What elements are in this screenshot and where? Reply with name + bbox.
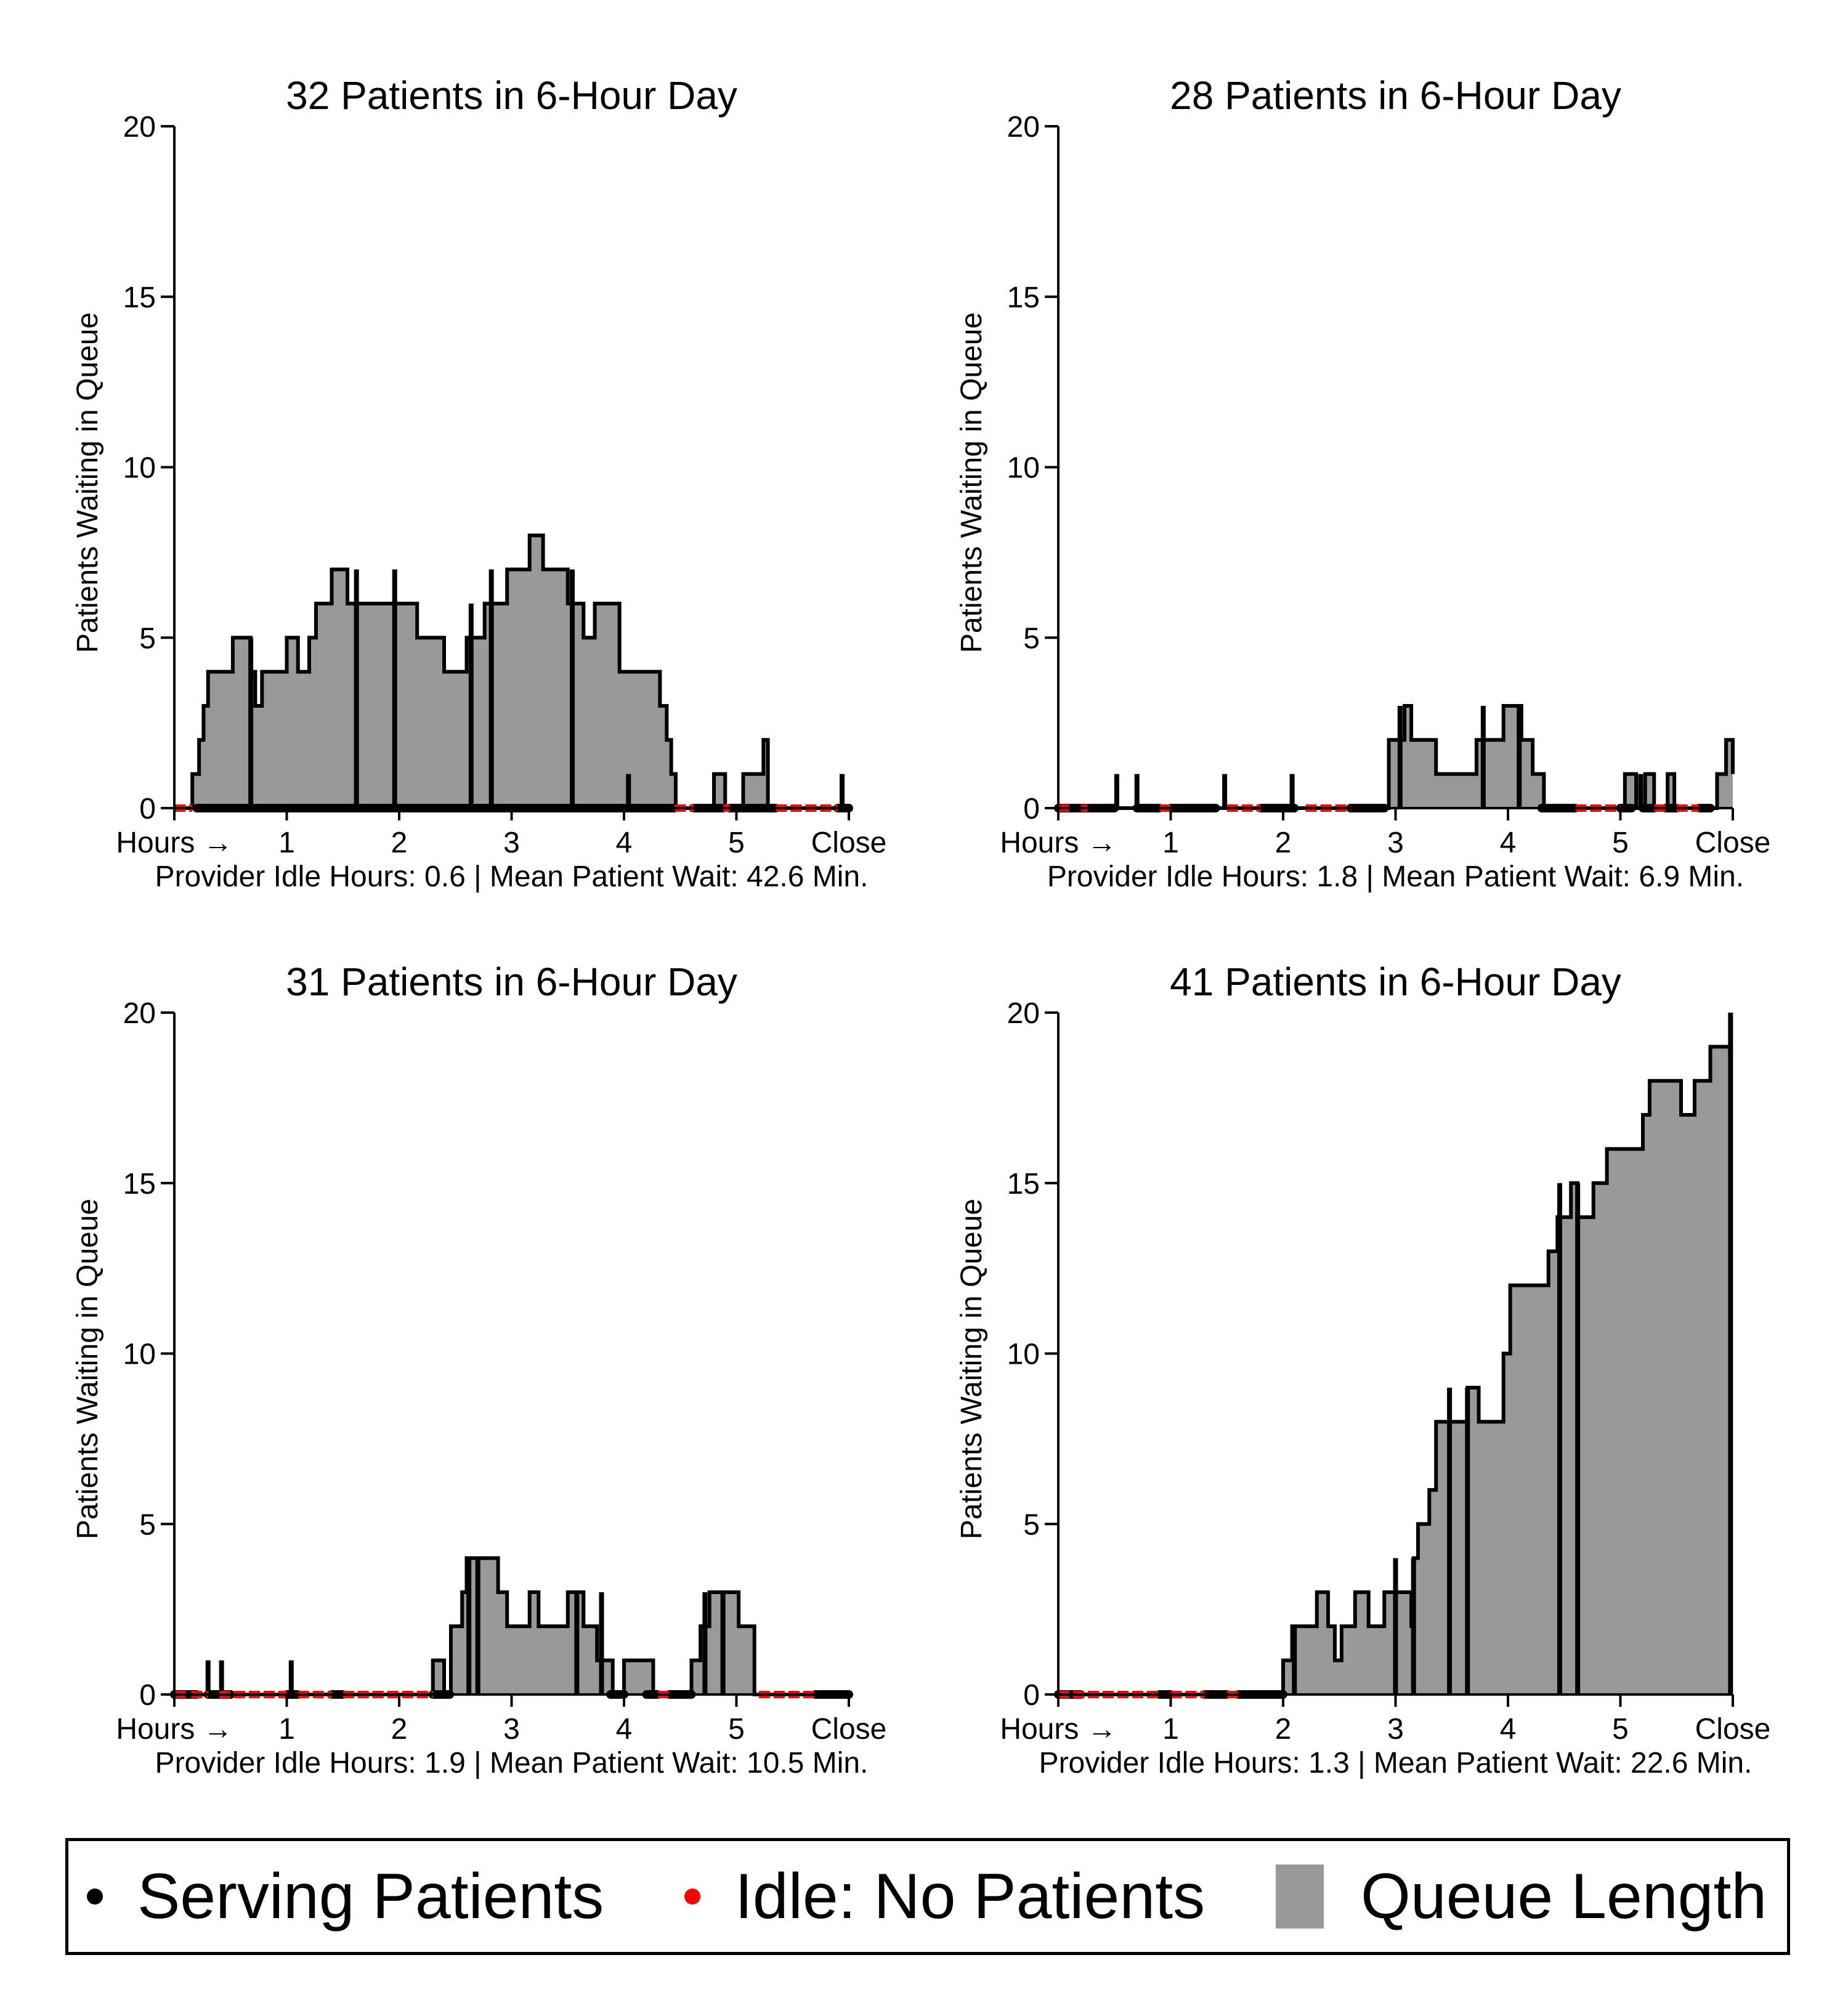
x-tick-label: 2 — [391, 827, 408, 859]
y-tick-label: 15 — [1007, 281, 1040, 314]
x-tick-label: Hours → — [116, 827, 232, 859]
legend-item-idle: Idle: No Patients — [684, 1841, 1205, 1952]
legend-label-idle: Idle: No Patients — [735, 1861, 1206, 1932]
y-tick-label: 0 — [1023, 793, 1040, 825]
y-tick-label: 10 — [123, 452, 156, 485]
x-tick-label: Hours → — [1000, 1713, 1116, 1746]
x-tick-label: 3 — [1387, 827, 1404, 859]
stats-footer: Provider Idle Hours: 1.9 | Mean Patient … — [155, 1747, 869, 1779]
x-tick-label: Hours → — [116, 1713, 232, 1746]
x-tick-label: 5 — [1612, 827, 1629, 859]
chart-title: 41 Patients in 6-Hour Day — [1170, 960, 1621, 1004]
y-tick-label: 20 — [123, 997, 156, 1030]
queue-area — [174, 535, 849, 808]
legend-label-queue: Queue Length — [1361, 1861, 1767, 1932]
x-tick-label: Close — [811, 1713, 887, 1746]
legend-item-serving: Serving Patients — [87, 1841, 604, 1952]
x-tick-label: 1 — [1162, 827, 1179, 859]
x-tick-label: 5 — [728, 827, 745, 859]
y-tick-label: 0 — [139, 793, 156, 825]
x-tick-label: 3 — [503, 827, 520, 859]
y-tick-label: 0 — [1023, 1679, 1040, 1712]
x-tick-label: 2 — [1275, 827, 1292, 859]
y-tick-label: 20 — [123, 111, 156, 144]
y-axis-label: Patients Waiting in Queue — [71, 1199, 104, 1539]
x-tick-label: 4 — [616, 1713, 633, 1746]
x-tick-label: Close — [1695, 1713, 1771, 1746]
idle-marker-icon — [684, 1888, 700, 1905]
y-axis-label: Patients Waiting in Queue — [71, 312, 104, 653]
stats-footer: Provider Idle Hours: 0.6 | Mean Patient … — [155, 860, 869, 893]
chart-title: 31 Patients in 6-Hour Day — [286, 960, 737, 1004]
x-tick-label: 2 — [1275, 1713, 1292, 1746]
y-tick-label: 15 — [1007, 1168, 1040, 1200]
y-tick-label: 5 — [1023, 622, 1040, 655]
x-tick-label: Hours → — [1000, 827, 1116, 859]
legend-item-queue: Queue Length — [1276, 1841, 1767, 1952]
chart-title: 32 Patients in 6-Hour Day — [286, 73, 737, 118]
queue-area — [1058, 1046, 1733, 1694]
x-tick-label: 4 — [616, 827, 633, 859]
x-tick-label: 1 — [278, 827, 295, 859]
x-tick-label: 3 — [503, 1713, 520, 1746]
x-tick-label: 1 — [1162, 1713, 1179, 1746]
y-tick-label: 20 — [1007, 111, 1040, 144]
y-tick-label: 10 — [1007, 1338, 1040, 1371]
y-tick-label: 10 — [1007, 452, 1040, 485]
x-tick-label: 5 — [728, 1713, 745, 1746]
y-tick-label: 20 — [1007, 997, 1040, 1030]
y-tick-label: 0 — [139, 1679, 156, 1712]
y-tick-label: 10 — [123, 1338, 156, 1371]
legend-label-serving: Serving Patients — [137, 1861, 604, 1932]
stats-footer: Provider Idle Hours: 1.3 | Mean Patient … — [1039, 1747, 1753, 1779]
x-tick-label: 2 — [391, 1713, 408, 1746]
y-tick-label: 5 — [139, 622, 156, 655]
x-tick-label: 1 — [278, 1713, 295, 1746]
y-tick-label: 15 — [123, 281, 156, 314]
x-tick-label: Close — [1695, 827, 1771, 859]
stats-footer: Provider Idle Hours: 1.8 | Mean Patient … — [1047, 860, 1744, 893]
y-tick-label: 5 — [139, 1508, 156, 1541]
serving-marker-icon — [87, 1888, 103, 1905]
y-axis-label: Patients Waiting in Queue — [955, 1199, 988, 1539]
y-tick-label: 5 — [1023, 1508, 1040, 1541]
x-tick-label: 5 — [1612, 1713, 1629, 1746]
queue-swatch-icon — [1276, 1864, 1324, 1929]
x-tick-label: 3 — [1387, 1713, 1404, 1746]
y-axis-label: Patients Waiting in Queue — [955, 312, 988, 653]
x-tick-label: 4 — [1500, 827, 1517, 859]
chart-title: 28 Patients in 6-Hour Day — [1170, 73, 1621, 118]
x-tick-label: Close — [811, 827, 887, 859]
legend: Serving Patients Idle: No Patients Queue… — [65, 1838, 1790, 1955]
queue-area — [1058, 705, 1733, 808]
y-tick-label: 15 — [123, 1168, 156, 1200]
x-tick-label: 4 — [1500, 1713, 1517, 1746]
